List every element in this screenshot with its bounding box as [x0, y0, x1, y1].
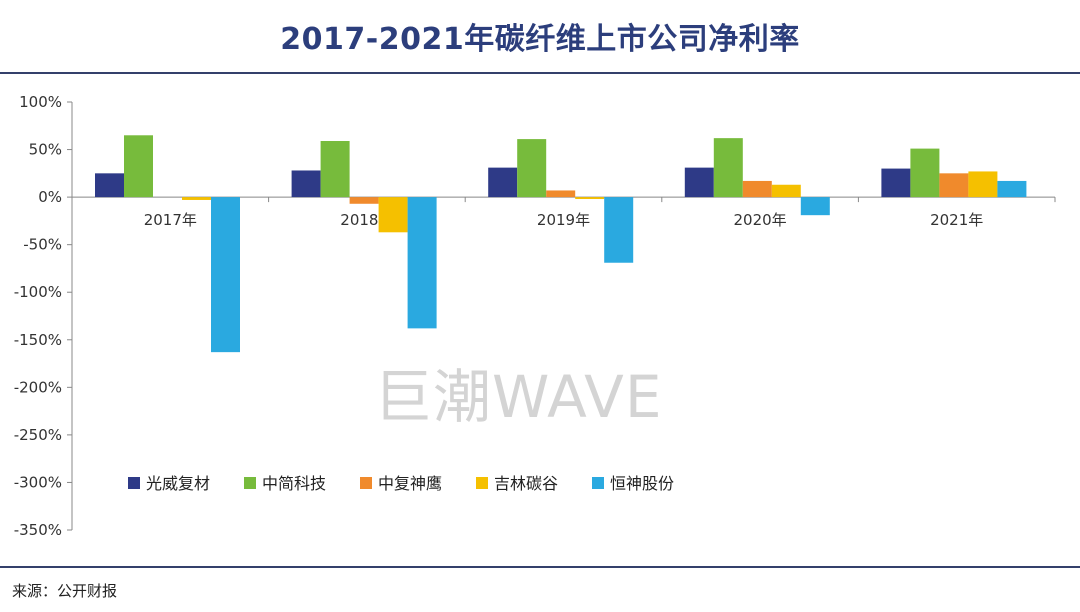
y-tick-label: -100% [14, 283, 62, 301]
bar [378, 197, 408, 233]
bar [488, 167, 518, 198]
bar [182, 197, 211, 200]
y-tick-label: -50% [23, 236, 62, 254]
bar [211, 197, 240, 353]
legend-label: 吉林碳谷 [494, 474, 558, 493]
y-tick-label: 100% [19, 93, 62, 111]
bar [320, 140, 350, 198]
bar [604, 197, 634, 263]
bar [349, 197, 379, 204]
bar [939, 173, 969, 198]
bar [517, 139, 547, 198]
legend-label: 光威复材 [146, 474, 210, 493]
y-tick-label: -150% [14, 331, 62, 349]
bar [997, 180, 1027, 198]
y-tick-label: -350% [14, 521, 62, 539]
title-divider [0, 72, 1080, 74]
bar [968, 171, 998, 198]
legend-label: 中简科技 [262, 474, 326, 493]
bar [95, 173, 124, 198]
x-tick-label: 2021年 [930, 211, 983, 229]
bar [124, 135, 153, 198]
x-tick-label: 2020年 [734, 211, 787, 229]
bar [881, 168, 911, 198]
x-tick-label: 2017年 [144, 211, 197, 229]
bar [546, 190, 576, 198]
legend-label: 中复神鹰 [378, 474, 442, 493]
bar [407, 197, 437, 329]
bar [684, 167, 714, 198]
y-tick-label: -300% [14, 473, 62, 491]
legend: 光威复材 中简科技 中复神鹰 吉林碳谷 恒神股份 [128, 474, 674, 493]
footer-divider [0, 566, 1080, 568]
bar [910, 148, 940, 198]
legend-swatch [128, 477, 140, 489]
bar [291, 170, 321, 198]
chart-title: 2017-2021年碳纤维上市公司净利率 [280, 22, 800, 57]
source-note: 来源：公开财报 [12, 582, 118, 600]
legend-swatch [244, 477, 256, 489]
watermark-logo: 巨潮WAVE [374, 363, 663, 431]
y-tick-label: 50% [29, 141, 62, 159]
bar [713, 138, 743, 198]
y-tick-label: 0% [38, 188, 62, 206]
legend-swatch [476, 477, 488, 489]
legend-swatch [360, 477, 372, 489]
y-tick-label: -200% [14, 378, 62, 396]
x-tick-label: 2019年 [537, 211, 590, 229]
bar [742, 180, 772, 198]
y-tick-label: -250% [14, 426, 62, 444]
legend-swatch [592, 477, 604, 489]
bar-chart: 100% 50% 0% -50% -100% -150% -200% -250% -300% -3… [14, 93, 1056, 539]
bar-layer [95, 135, 1027, 353]
legend-label: 恒神股份 [610, 474, 674, 493]
bar [800, 197, 830, 216]
bar [575, 197, 605, 200]
bar [771, 184, 801, 198]
